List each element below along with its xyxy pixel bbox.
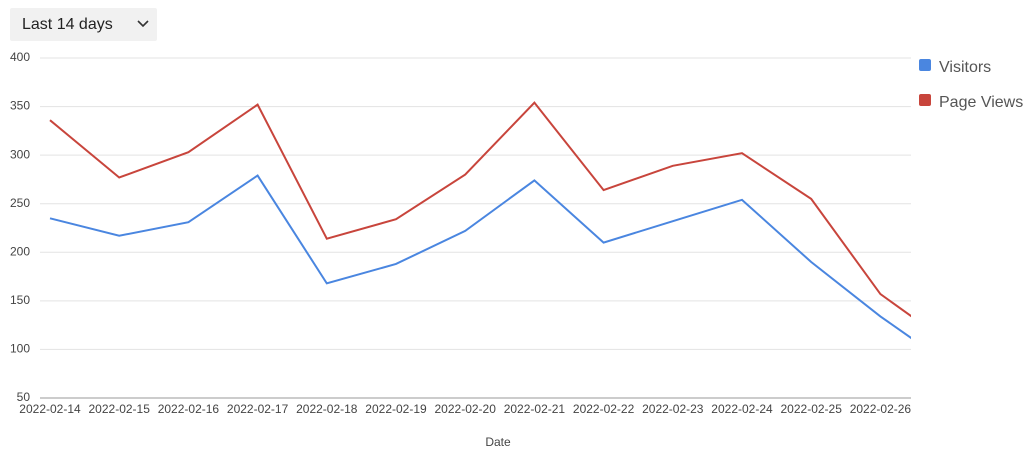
series-line: [49, 174, 911, 340]
x-tick-label: 2022-02-25: [781, 402, 843, 416]
dropdown-label: Last 14 days: [22, 16, 113, 33]
range-dropdown[interactable]: Last 14 days: [10, 8, 157, 41]
y-tick-label: 250: [10, 196, 30, 210]
series-line: [49, 101, 911, 318]
x-tick-label: 2022-02-24: [711, 402, 773, 416]
x-tick-label: 2022-02-22: [573, 402, 635, 416]
y-tick-label: 150: [10, 293, 30, 307]
x-tick-label: 2022-02-17: [227, 402, 289, 416]
x-tick-label: 2022-02-15: [89, 402, 151, 416]
legend-text: Page Views: [939, 94, 1023, 111]
x-tick-label: 2022-02-26: [850, 402, 912, 416]
x-tick-label: 2022-02-23: [642, 402, 704, 416]
x-tick-label: 2022-02-20: [435, 402, 497, 416]
legend-swatch: [919, 94, 931, 106]
y-tick-label: 100: [10, 342, 30, 356]
y-tick-label: 400: [10, 50, 30, 64]
legend-swatch: [919, 59, 931, 71]
x-axis-label: Date: [485, 435, 511, 449]
legend-text: Visitors: [939, 59, 991, 76]
x-tick-label: 2022-02-14: [19, 402, 81, 416]
y-tick-label: 350: [10, 99, 30, 113]
x-tick-label: 2022-02-16: [158, 402, 220, 416]
y-tick-label: 50: [17, 390, 31, 404]
y-tick-label: 300: [10, 147, 30, 161]
chevron-icon: [137, 20, 149, 28]
y-tick-label: 200: [10, 244, 30, 258]
x-tick-label: 2022-02-18: [296, 402, 358, 416]
x-tick-label: 2022-02-21: [504, 402, 566, 416]
x-tick-label: 2022-02-19: [365, 402, 427, 416]
